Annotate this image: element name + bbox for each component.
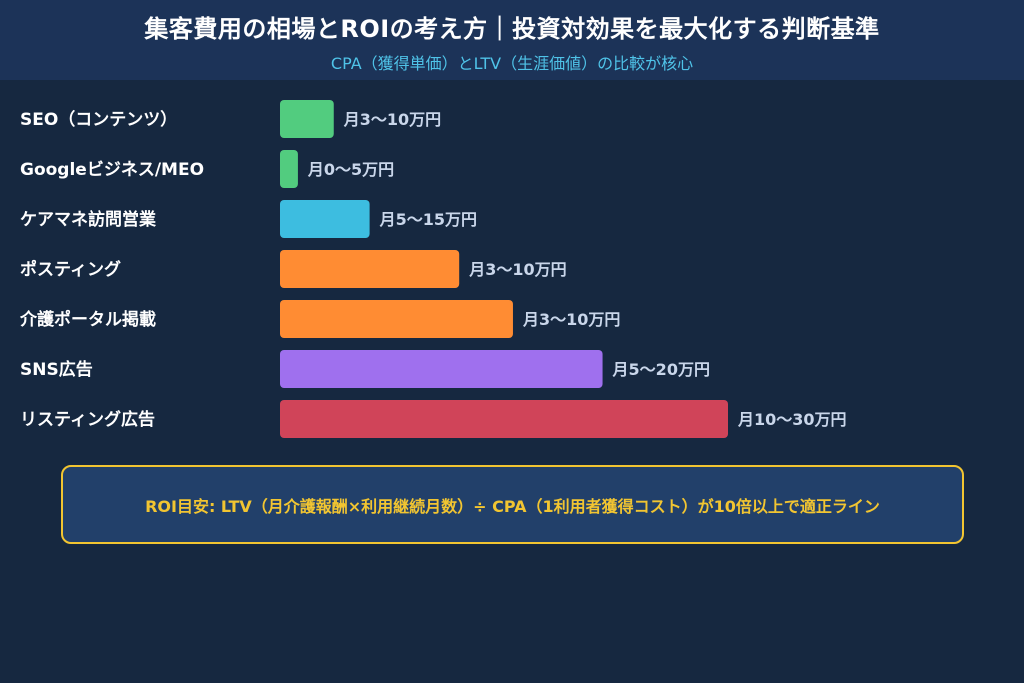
category-label: リスティング広告	[20, 409, 155, 430]
header: 集客費用の相場とROIの考え方｜投資対効果を最大化する判断基準 CPA（獲得単価…	[0, 0, 1024, 80]
bar-value-label: 月10〜30万円	[737, 410, 847, 429]
bar-value-label: 月5〜20万円	[612, 360, 710, 379]
category-label: Googleビジネス/MEO	[20, 160, 204, 180]
category-label: ケアマネ訪問営業	[20, 209, 156, 230]
bar	[280, 400, 728, 438]
bar	[280, 350, 603, 388]
bar	[280, 300, 513, 338]
bar-value-label: 月3〜10万円	[468, 260, 566, 279]
bar-value-label: 月3〜10万円	[522, 310, 620, 329]
bar	[280, 200, 370, 238]
category-label: SEO（コンテンツ）	[20, 109, 177, 130]
bar	[280, 150, 298, 188]
category-label: ポスティング	[20, 259, 121, 280]
bar	[280, 100, 334, 138]
bar-value-label: 月5〜15万円	[379, 210, 477, 229]
bar-value-label: 月0〜5万円	[307, 160, 394, 179]
category-label: SNS広告	[20, 359, 93, 380]
page-title: 集客費用の相場とROIの考え方｜投資対効果を最大化する判断基準	[144, 15, 880, 43]
bar-value-label: 月3〜10万円	[343, 110, 441, 129]
category-label: 介護ポータル掲載	[19, 309, 156, 330]
roi-note-text: ROI目安: LTV（月介護報酬×利用継続月数）÷ CPA（1利用者獲得コスト）…	[145, 496, 880, 516]
bar	[280, 250, 460, 288]
roi-note-box: ROI目安: LTV（月介護報酬×利用継続月数）÷ CPA（1利用者獲得コスト）…	[61, 465, 964, 544]
page-subtitle: CPA（獲得単価）とLTV（生涯価値）の比較が核心	[330, 54, 694, 73]
